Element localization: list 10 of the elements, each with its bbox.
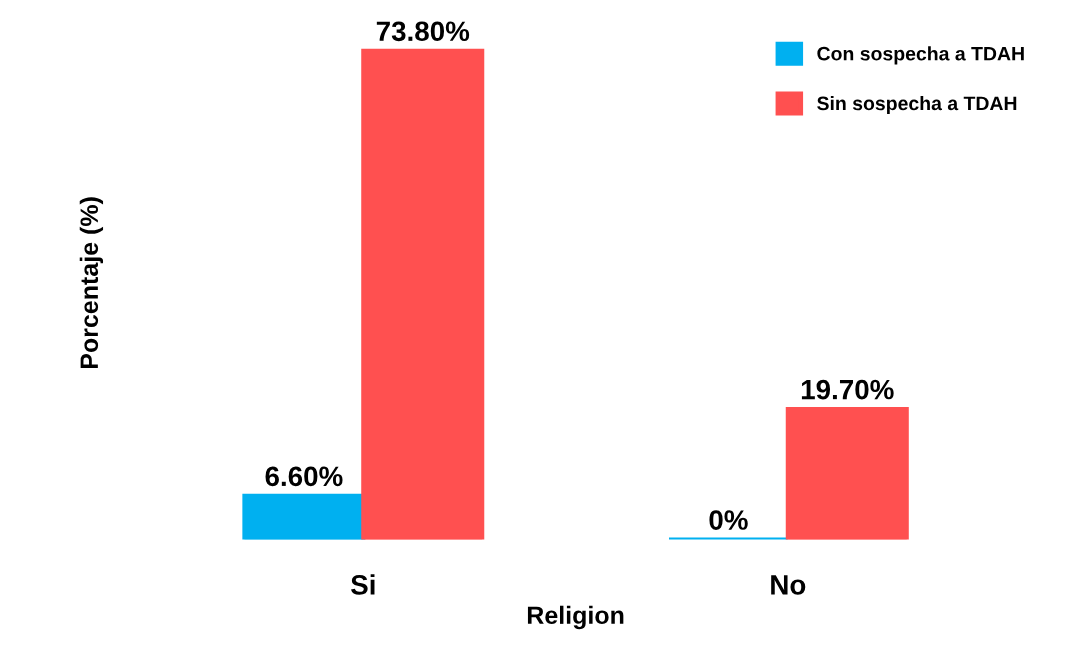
x-tick-label: Si — [350, 574, 375, 595]
x-axis-title: Religion — [527, 605, 624, 630]
data-label: 0% — [709, 510, 748, 530]
legend-label: Sin sospecha a TDAH — [817, 95, 1017, 115]
legend-label: Con sospecha a TDAH — [817, 46, 1024, 65]
data-label: 73.80% — [376, 21, 470, 42]
data-label: 19.70% — [801, 379, 894, 400]
y-axis-title: Porcentaje (%) — [79, 197, 104, 369]
x-tick-label: No — [771, 575, 806, 595]
data-label: 6.60% — [265, 466, 343, 487]
